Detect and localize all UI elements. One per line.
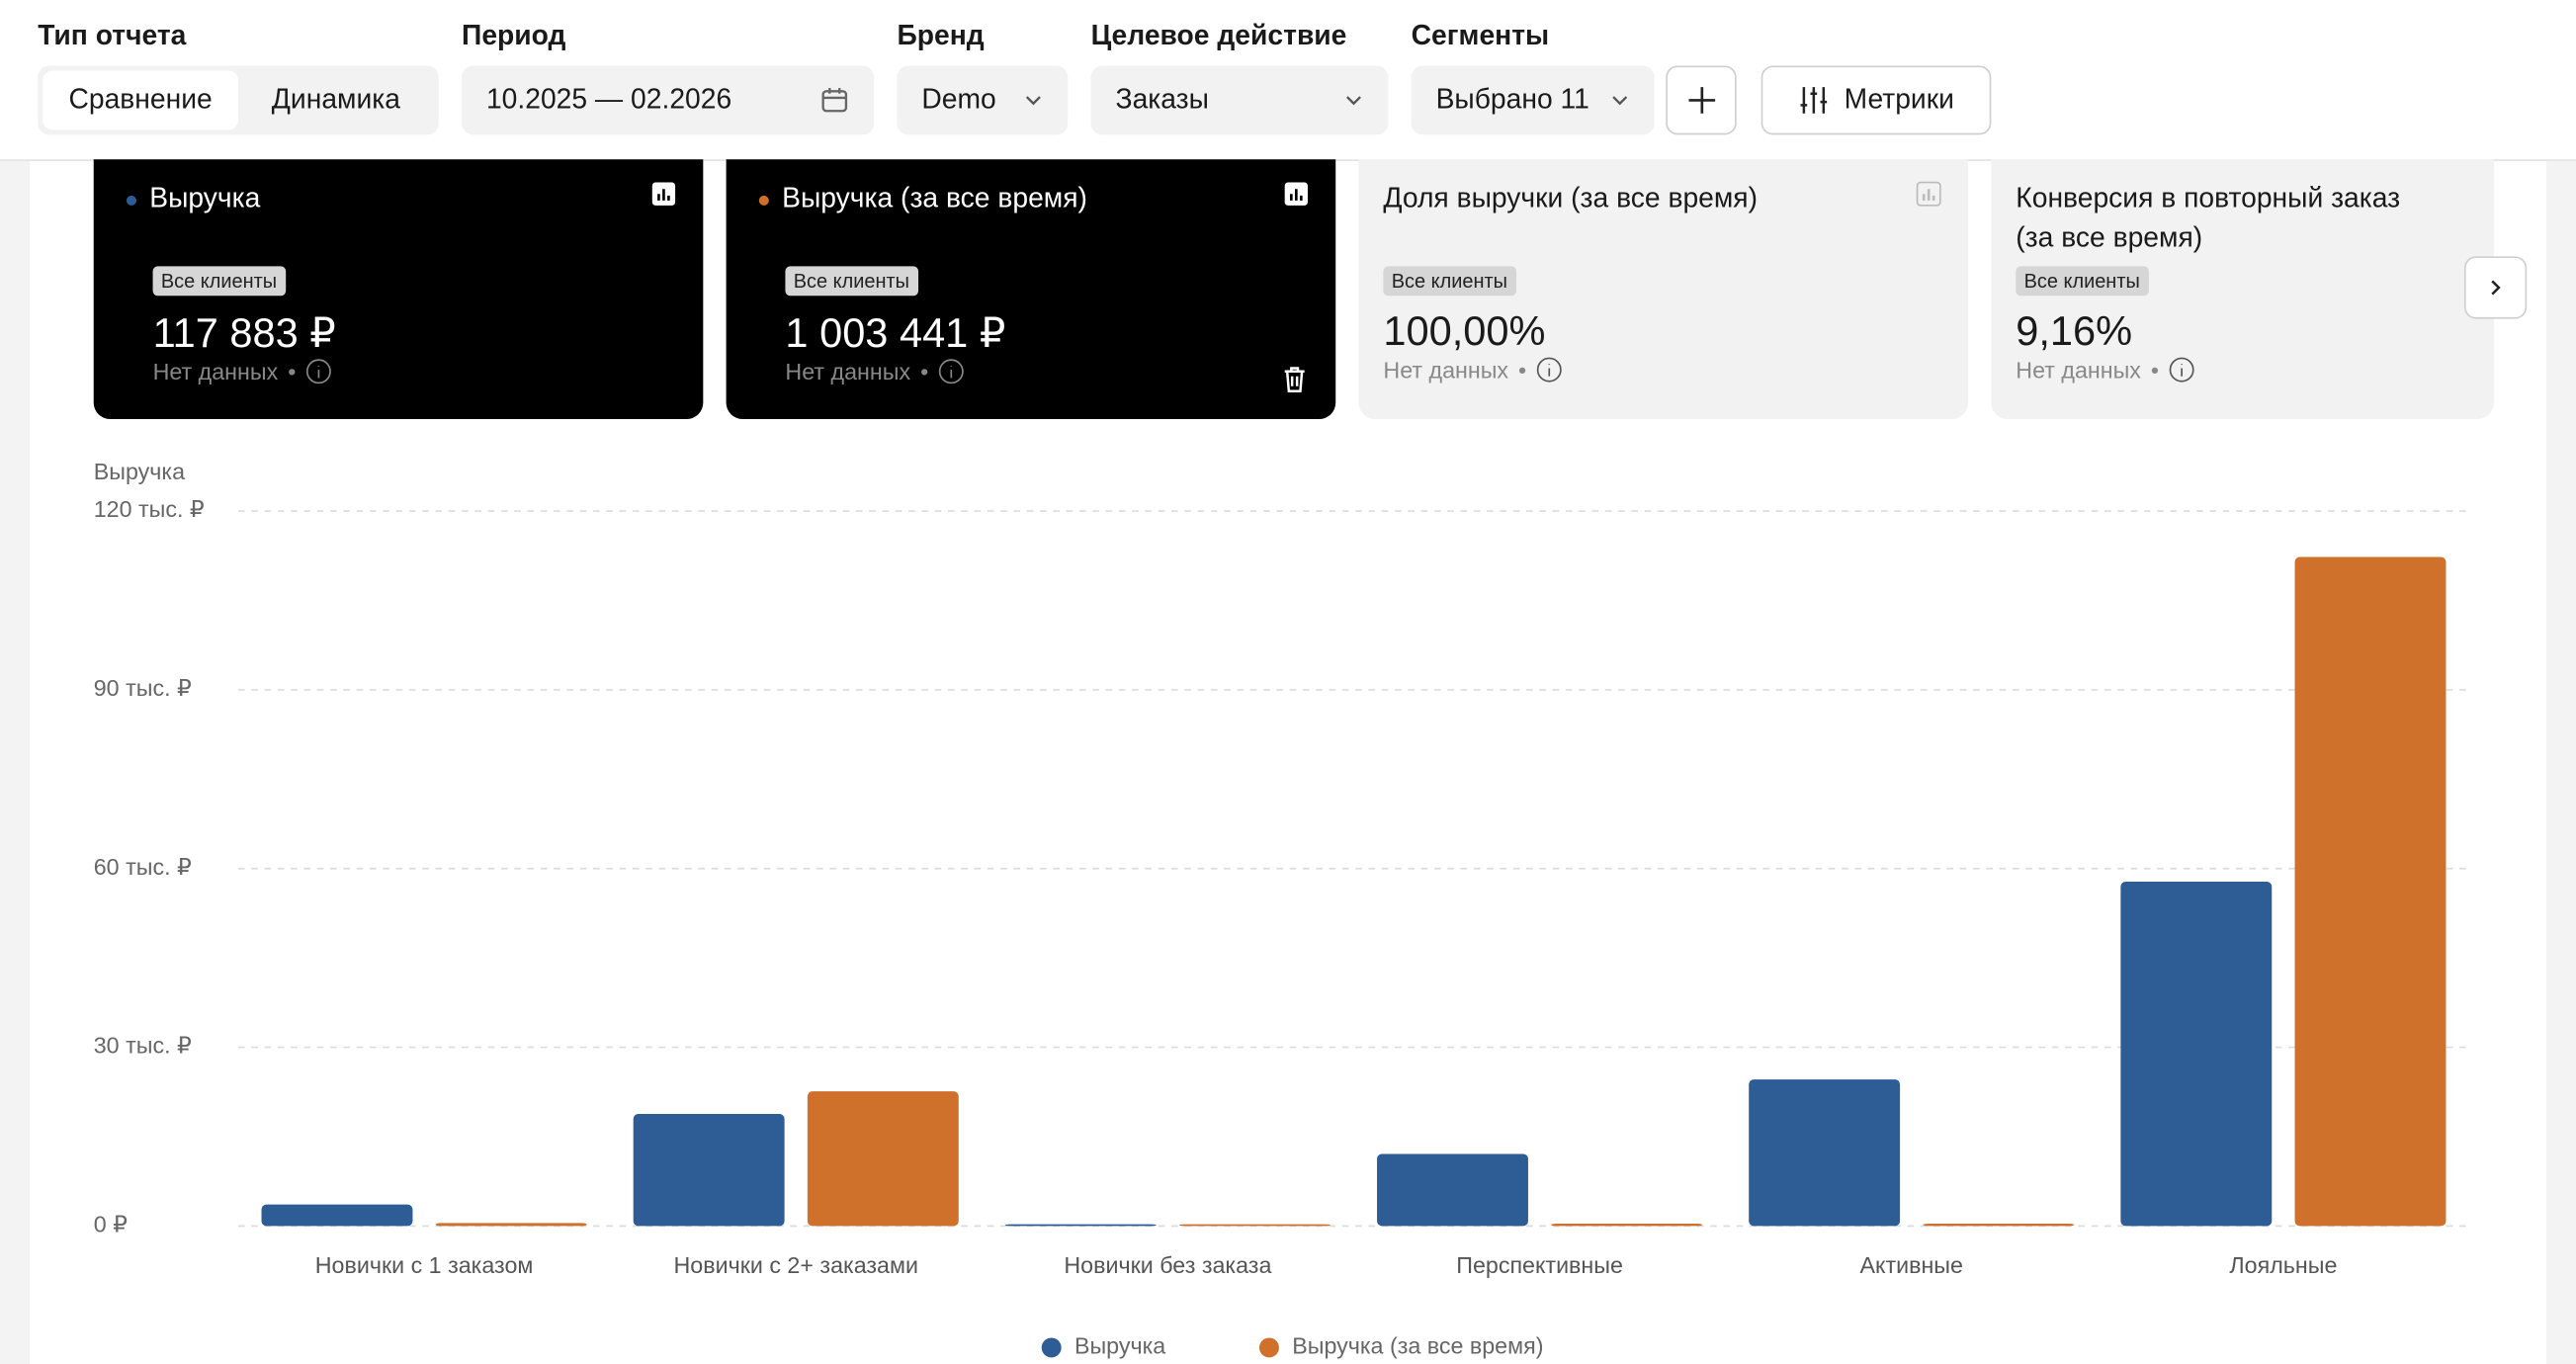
y-tick-label: 60 тыс. ₽ — [94, 854, 192, 880]
segments-select[interactable]: Выбрано 11 — [1411, 65, 1655, 135]
y-tick-label: 0 ₽ — [94, 1212, 128, 1237]
card-dot — [126, 195, 136, 206]
bar — [2294, 556, 2447, 1227]
chevron-icon — [1346, 96, 1361, 106]
info-icon[interactable] — [938, 358, 965, 384]
x-tick-label: Перспективные — [1456, 1252, 1623, 1278]
bar — [1179, 1224, 1331, 1227]
target-action-value: Заказы — [1115, 83, 1209, 116]
filter-label: Целевое действие — [1090, 19, 1347, 51]
chart: Выручка 0 ₽ 30 тыс. ₽ 60 тыс. ₽ 90 тыс. ₽ 12… — [94, 459, 2469, 1359]
card-title: Выручка (за все время) — [782, 182, 1087, 214]
y-tick-label: 120 тыс. ₽ — [94, 496, 205, 522]
legend-swatch — [1258, 1337, 1279, 1358]
bar — [807, 1091, 959, 1227]
toggle-option[interactable]: Сравнение — [43, 70, 238, 130]
report-type-toggle: Сравнение Динамика — [38, 65, 439, 135]
metric-card[interactable]: Выручка Все клиенты 117 883 ₽ Нет данных… — [93, 159, 704, 419]
sliders-icon — [1799, 87, 1827, 114]
y-axis-title: Выручка — [94, 459, 185, 484]
card-title: Конверсия в повторный заказ (за все врем… — [2016, 182, 2401, 254]
filter-label: Тип отчета — [38, 19, 187, 51]
card-title-row: Выручка — [126, 179, 644, 258]
y-tick-label: 30 тыс. ₽ — [94, 1033, 192, 1059]
card-note-row: Нет данных • — [785, 358, 1276, 384]
card-note-row: Нет данных • — [2016, 356, 2435, 384]
card-note: Нет данных — [2016, 356, 2141, 384]
bar — [633, 1114, 785, 1227]
y-tick-label: 90 тыс. ₽ — [94, 675, 192, 701]
card-segment: Все клиенты — [2016, 266, 2149, 297]
card-segment: Все клиенты — [1383, 266, 1516, 297]
legend-swatch — [1041, 1337, 1062, 1358]
segments-value: Выбрано 11 — [1435, 83, 1589, 116]
info-icon[interactable] — [305, 358, 332, 384]
filter-label: Сегменты — [1411, 19, 1550, 51]
card-note-row: Нет данных • — [153, 358, 644, 384]
card-segment: Все клиенты — [152, 266, 286, 297]
chart-icon[interactable] — [650, 181, 677, 208]
filter-label: Бренд — [897, 19, 985, 51]
period-value: 10.2025 — 02.2026 — [485, 83, 732, 116]
bar — [2120, 881, 2273, 1227]
toggle-option[interactable]: Динамика — [271, 83, 400, 116]
legend-label: Выручка — [1074, 1333, 1165, 1359]
card-title-row: Выручка (за все время) — [758, 179, 1277, 258]
bar — [1004, 1224, 1157, 1227]
filter-bar: Тип отчета Сравнение Динамика Период 10.… — [0, 0, 2576, 161]
metric-card[interactable]: Доля выручки (за все время) Все клиенты … — [1358, 159, 1969, 419]
brand-select[interactable]: Demo — [897, 65, 1069, 135]
bar — [261, 1204, 413, 1227]
card-note: Нет данных — [152, 358, 279, 385]
card-value: 100,00% — [1383, 308, 1546, 356]
metrics-button[interactable]: Метрики — [1760, 65, 1992, 135]
card-note-row: Нет данных • — [1383, 356, 1909, 384]
x-tick-label: Новички с 1 заказом — [315, 1252, 534, 1278]
info-icon[interactable] — [1536, 357, 1563, 384]
filter-label: Период — [462, 19, 566, 51]
metric-card[interactable]: Выручка (за все время) Все клиенты 1 003… — [726, 159, 1336, 419]
add-segment-button[interactable] — [1666, 65, 1737, 135]
chevron-icon — [1612, 96, 1628, 106]
period-picker[interactable]: 10.2025 — 02.2026 — [462, 65, 875, 135]
chevron-icon — [1025, 96, 1041, 106]
card-segment: Все клиенты — [785, 266, 918, 297]
chart-icon[interactable] — [1283, 181, 1310, 208]
card-title: Выручка — [149, 182, 261, 214]
card-dot — [758, 195, 769, 206]
delete-icon[interactable] — [1281, 365, 1308, 394]
bar — [1923, 1223, 2075, 1227]
legend-label: Выручка (за все время) — [1292, 1333, 1543, 1359]
calendar-icon — [821, 87, 848, 113]
bar — [435, 1223, 587, 1227]
metrics-label: Метрики — [1844, 83, 1954, 116]
brand-value: Demo — [921, 83, 996, 116]
x-tick-label: Активные — [1860, 1252, 1963, 1278]
bar — [1749, 1079, 1901, 1227]
chevron-right-icon — [2491, 280, 2501, 296]
x-tick-label: Новички без заказа — [1064, 1252, 1271, 1278]
next-cards-button[interactable] — [2464, 256, 2528, 319]
info-icon[interactable] — [2169, 357, 2195, 384]
x-tick-label: Новички с 2+ заказами — [674, 1252, 918, 1278]
card-value: 1 003 441 ₽ — [785, 310, 1006, 357]
bar — [1551, 1223, 1703, 1227]
chart-icon[interactable] — [1916, 181, 1942, 208]
card-title: Доля выручки (за все время) — [1383, 182, 1759, 214]
target-action-select[interactable]: Заказы — [1090, 65, 1389, 135]
metric-card[interactable]: Конверсия в повторный заказ (за все врем… — [1991, 159, 2494, 419]
plus-icon — [1687, 87, 1715, 114]
card-value: 9,16% — [2016, 308, 2133, 356]
card-value: 117 883 ₽ — [152, 310, 336, 357]
bar — [1377, 1153, 1528, 1227]
card-note: Нет данных — [785, 358, 911, 385]
x-tick-label: Лояльные — [2229, 1252, 2337, 1278]
card-note: Нет данных — [1383, 356, 1509, 384]
